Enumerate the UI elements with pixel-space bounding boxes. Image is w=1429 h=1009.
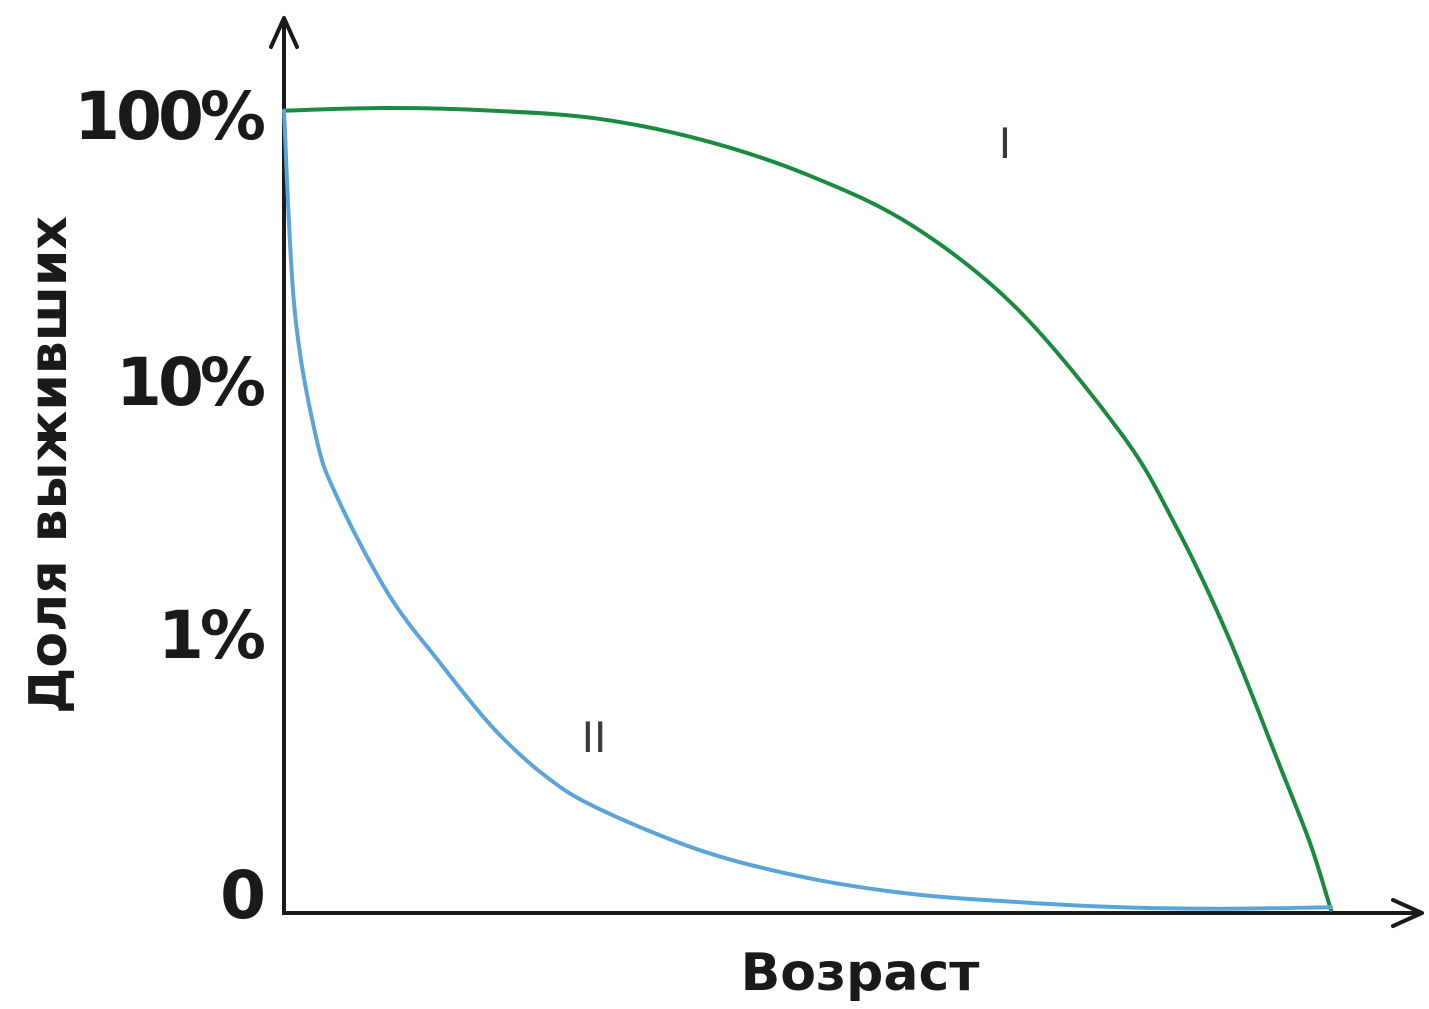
y-axis-title: Доля выживших [19, 216, 79, 714]
series-label-i: I [999, 119, 1011, 168]
y-tick-label: 0 [220, 857, 263, 934]
y-tick-label: 10% [116, 344, 265, 421]
series-line-ii [282, 108, 1333, 911]
y-tick-label: 100% [74, 78, 265, 155]
series-group: III [282, 106, 1333, 912]
y-axis-arrow [269, 16, 299, 49]
series-line-i [282, 106, 1333, 912]
x-axis-arrow [1391, 898, 1424, 928]
x-axis-title: Возраст [741, 943, 980, 1003]
series-label-ii: II [582, 713, 607, 762]
axes [269, 16, 1424, 928]
y-tick-labels: 100% 10% 1% 0 [74, 78, 269, 934]
y-tick-label: 1% [158, 597, 265, 674]
